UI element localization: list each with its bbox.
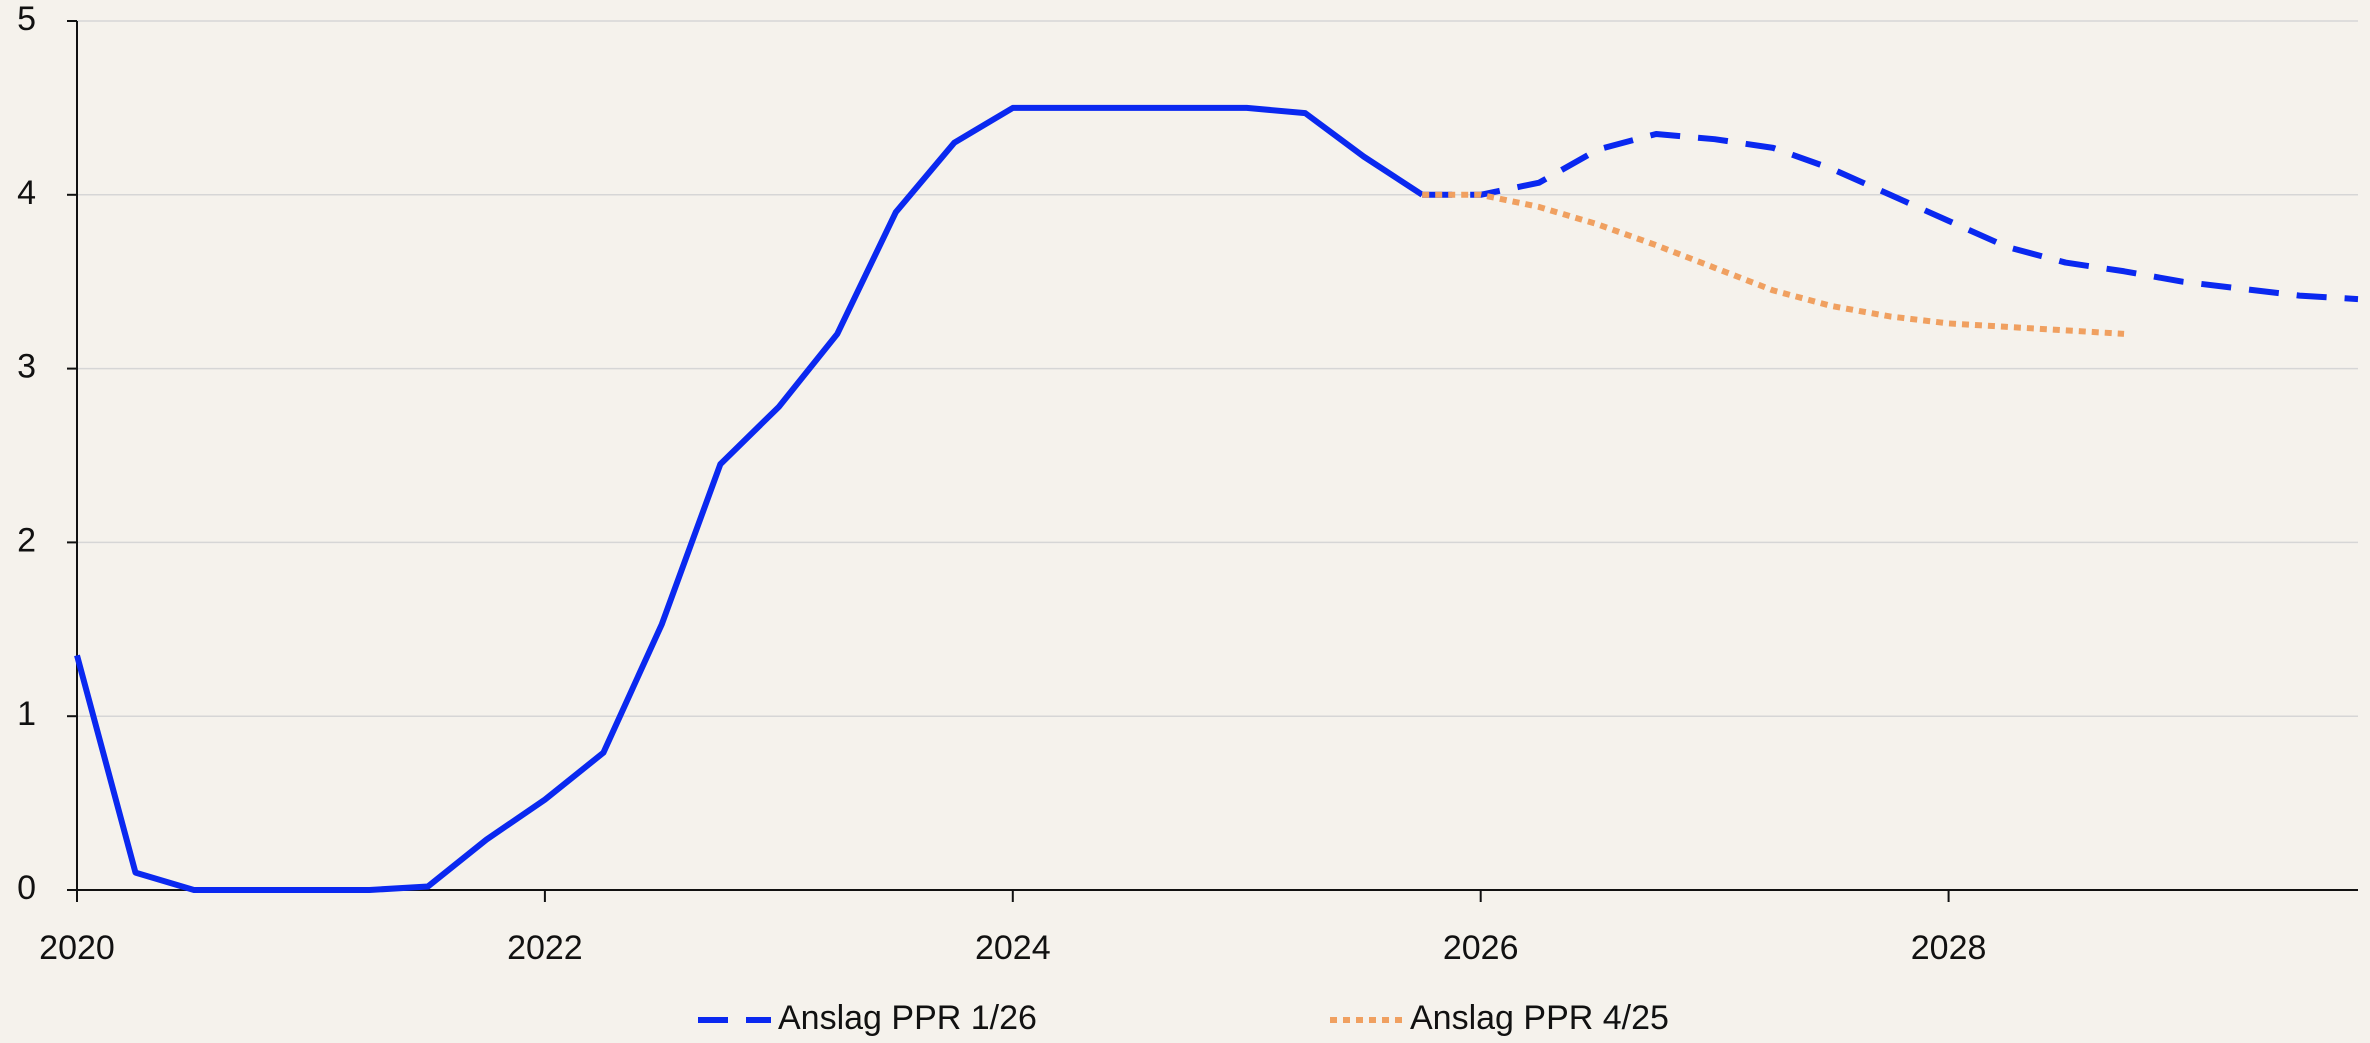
x-tick-label: 2024 (975, 929, 1051, 967)
y-tick-label: 3 (17, 348, 36, 386)
legend-label: Anslag PPR 1/26 (778, 999, 1037, 1037)
series-line (1422, 130, 2359, 303)
y-tick-label: 5 (17, 0, 36, 38)
series-line (74, 104, 1424, 893)
legend-label: Anslag PPR 4/25 (1410, 999, 1669, 1037)
x-tick-label: 2020 (39, 929, 115, 967)
y-tick-label: 4 (17, 174, 36, 212)
y-tick-label: 1 (17, 695, 36, 733)
y-tick-label: 0 (17, 869, 36, 907)
series-line (1422, 191, 2125, 337)
x-tick-label: 2022 (507, 929, 583, 967)
x-tick-label: 2026 (1443, 929, 1519, 967)
y-tick-label: 2 (17, 521, 36, 559)
x-tick-label: 2028 (1911, 929, 1987, 967)
